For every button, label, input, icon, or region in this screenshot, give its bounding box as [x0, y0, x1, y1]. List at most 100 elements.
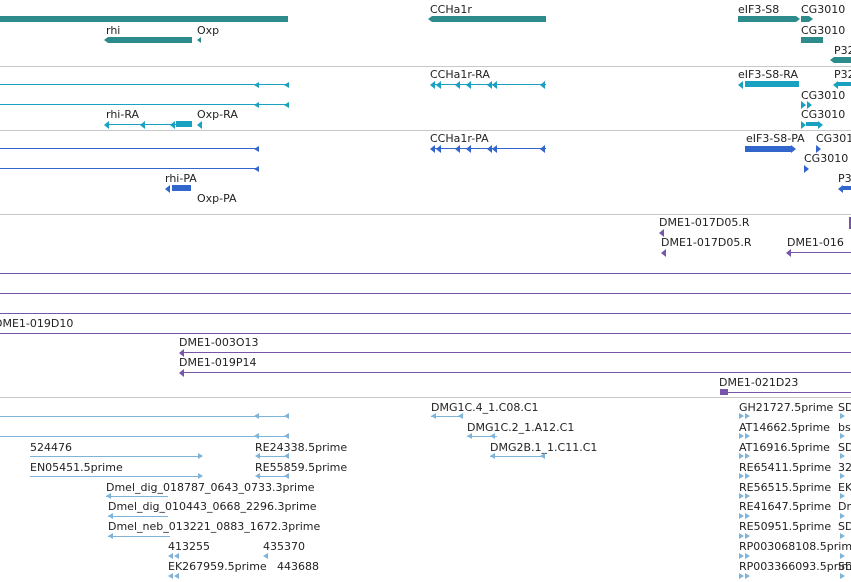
arrow-left-icon — [174, 573, 179, 579]
arrow-left-icon — [104, 37, 108, 43]
est-label-ek: EK — [838, 481, 851, 494]
est-line-neb013221[interactable] — [108, 536, 170, 537]
est-line-left-2[interactable] — [0, 436, 288, 437]
est-line-left[interactable] — [0, 416, 288, 417]
arrow-left-icon — [197, 121, 202, 129]
transcript-line-rhi[interactable] — [106, 124, 192, 125]
transcript-line-left-2[interactable] — [0, 104, 288, 105]
arrow-right-icon — [840, 553, 845, 559]
protein-bar-eif3[interactable] — [745, 146, 791, 152]
est-line-dig010443[interactable] — [108, 516, 168, 517]
arrow-right-icon — [745, 573, 750, 579]
est-line-524476[interactable] — [30, 456, 202, 457]
bac-line-full-3[interactable] — [0, 313, 851, 314]
transcript-bar-eif3[interactable] — [745, 81, 799, 87]
arrow-right-icon — [801, 121, 806, 129]
est-track: DMG1C.4_1.C08.C1 GH21727.5prime SD DMG1C… — [0, 398, 851, 582]
est-line-dig018787[interactable] — [106, 496, 168, 497]
gene-bar-p32[interactable] — [834, 57, 851, 63]
arrow-left-icon — [255, 473, 260, 479]
est-label-dmg2b1: DMG2B.1_1.C11.C1 — [490, 441, 598, 454]
gene-label-eif3: eIF3-S8 — [738, 3, 780, 16]
est-line-re55859[interactable] — [258, 476, 288, 477]
bac-line-right-stub[interactable] — [849, 217, 851, 229]
gene-bar-rhi[interactable] — [108, 37, 192, 43]
arrow-left-icon — [540, 81, 545, 89]
arrow-right-icon — [198, 453, 203, 459]
arrow-right-icon — [840, 453, 845, 459]
arrow-left-icon — [284, 82, 289, 88]
gene-bar-cg3010[interactable] — [801, 16, 809, 22]
bac-line-d016[interactable] — [787, 252, 851, 253]
est-label-dig010443: Dmel_dig_010443_0668_2296.3prime — [108, 500, 317, 513]
est-label-re24338: RE24338.5prime — [255, 441, 348, 454]
arrow-right-icon — [739, 473, 744, 479]
est-line-dmg2b1[interactable] — [490, 456, 545, 457]
gene-track: CCHa1r eIF3-S8 CG3010 rhi Oxp CG3010 P32 — [0, 0, 851, 66]
arrow-right-icon — [739, 453, 744, 459]
arrow-left-icon — [490, 453, 495, 459]
protein-line-left-2[interactable] — [0, 168, 258, 169]
est-line-dmg1c2[interactable] — [467, 436, 497, 437]
gene-bar-left[interactable] — [0, 16, 288, 22]
arrow-left-icon — [284, 102, 289, 108]
est-label-sd2: SD — [838, 441, 851, 454]
arrow-left-icon — [254, 82, 259, 88]
arrow-left-icon — [490, 433, 495, 439]
bac-line-d23[interactable] — [720, 392, 851, 393]
gene-label-cg3010-a: CG3010 — [801, 3, 846, 16]
protein-line-left[interactable] — [0, 148, 258, 149]
arrow-left-icon — [436, 145, 441, 153]
est-line-en05451[interactable] — [30, 476, 202, 477]
arrow-left-icon — [458, 413, 463, 419]
arrow-left-icon — [838, 185, 843, 193]
bac-label-d10: DME1-019D10 — [0, 317, 74, 330]
transcript-bar-cg3010-b[interactable] — [806, 122, 818, 126]
arrow-right-icon — [745, 413, 750, 419]
bac-line-full-2[interactable] — [0, 293, 851, 294]
transcript-line-left[interactable] — [0, 84, 288, 85]
arrow-left-icon — [170, 121, 175, 129]
arrow-left-icon — [738, 81, 743, 89]
est-line-dmg1c4[interactable] — [431, 416, 463, 417]
track-separator — [0, 66, 851, 67]
bac-line-o13[interactable] — [180, 352, 851, 353]
arrow-left-icon — [430, 145, 435, 153]
est-label-413255: 413255 — [168, 540, 210, 553]
est-label-32: 32 — [838, 461, 851, 474]
gene-bar-cg3010-b[interactable] — [801, 37, 823, 43]
bac-label-d05-r: DME1-017D05.R — [659, 216, 750, 229]
est-label-neb013221: Dmel_neb_013221_0883_1672.3prime — [108, 520, 321, 533]
transcript-bar-p32[interactable] — [838, 82, 851, 86]
arrow-left-icon — [786, 249, 791, 257]
bac-bar-d23[interactable] — [720, 389, 728, 395]
bac-label-d05: DME1-017D05.R — [661, 236, 752, 249]
arrow-right-icon — [739, 573, 744, 579]
arrow-left-icon — [179, 369, 184, 377]
arrow-right-icon — [745, 513, 750, 519]
arrow-left-icon — [430, 81, 435, 89]
arrow-right-icon — [739, 413, 744, 419]
gene-bar-eif3[interactable] — [738, 16, 796, 22]
est-label-re50951: RE50951.5prime — [739, 520, 832, 533]
arrow-left-icon — [108, 513, 113, 519]
protein-label-cg301: CG301 — [816, 132, 851, 145]
arrow-right-icon — [840, 573, 845, 579]
arrow-left-icon — [436, 81, 441, 89]
est-label-gh21727: GH21727.5prime — [739, 401, 834, 414]
bac-line-full-1[interactable] — [0, 273, 851, 274]
gene-bar-ccha1r[interactable] — [432, 16, 546, 22]
transcript-label-cg3010-b: CG3010 — [801, 108, 846, 121]
protein-bar-rhi[interactable] — [172, 185, 191, 191]
transcript-bar-rhi[interactable] — [176, 121, 192, 127]
protein-bar-p3[interactable] — [843, 186, 851, 190]
est-label-rp003366: RP003366093.5prime — [739, 560, 851, 573]
arrow-left-icon — [467, 433, 472, 439]
est-line-re24338[interactable] — [258, 456, 288, 457]
arrow-left-icon — [254, 146, 259, 152]
arrow-right-icon — [739, 513, 744, 519]
bac-line-d10[interactable] — [0, 333, 851, 334]
arrow-left-icon — [466, 81, 471, 89]
bac-line-p14[interactable] — [180, 372, 851, 373]
arrow-right-icon — [739, 493, 744, 499]
